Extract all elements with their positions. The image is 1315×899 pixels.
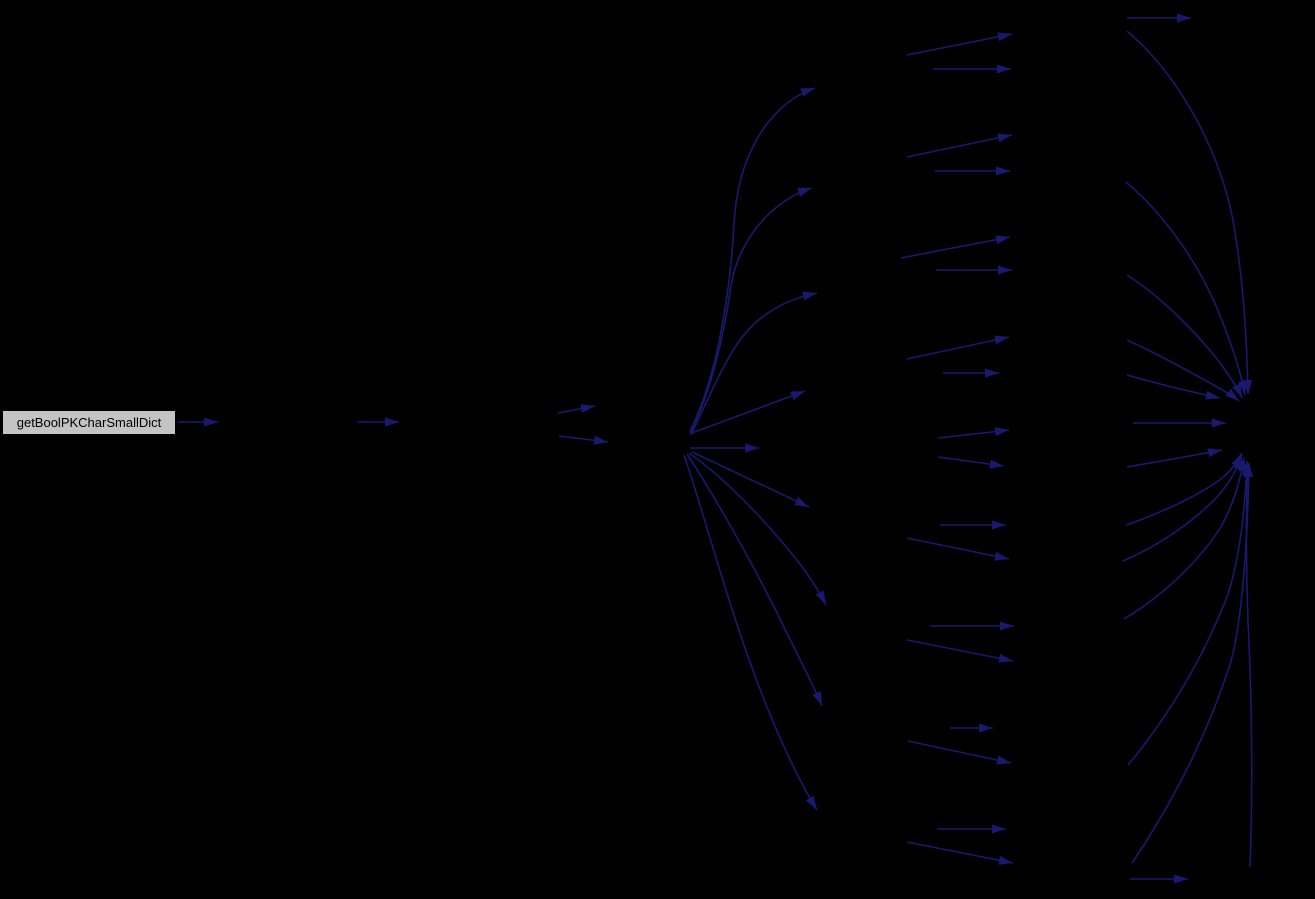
call-graph-edge [906,133,1013,158]
call-graph-edge [907,740,1012,765]
call-graph-edge [906,639,1014,663]
call-graph-edge [1126,339,1240,402]
call-graph-edge [1126,274,1243,399]
edges-layer [178,13,1254,884]
call-graph-edge [688,452,827,606]
call-graph-edge [906,537,1010,561]
call-graph-edge [906,32,1013,56]
call-graph-edge [937,456,1005,469]
call-graph-edge [937,427,1010,439]
root-node-label: getBoolPKCharSmallDict [16,415,162,430]
call-graph-edge [1127,460,1251,766]
call-graph-edge [1126,30,1253,395]
call-graph-edge [1125,181,1248,396]
call-graph-edge [906,841,1014,865]
call-graph-edge [900,235,1011,259]
root-node: getBoolPKCharSmallDict [2,410,176,435]
call-graph-edge [1126,448,1223,468]
call-graph-edge [558,435,609,445]
call-graph-edge [906,335,1010,360]
call-graph-edge [691,451,810,508]
call-graph-edge [1126,374,1221,400]
call-graph-edge [683,454,818,811]
call-graph-edge [1122,454,1243,562]
call-graph-edge [689,187,813,434]
call-graph-edge [1123,456,1247,620]
call-graph-edge [689,87,816,432]
call-graph-edge [1242,462,1253,868]
call-graph-edge [686,453,823,707]
call-graph-edge [557,404,596,414]
call-graph-edge [1131,462,1254,864]
call-graph-edge [691,390,806,434]
call-graph-edge [690,291,818,436]
